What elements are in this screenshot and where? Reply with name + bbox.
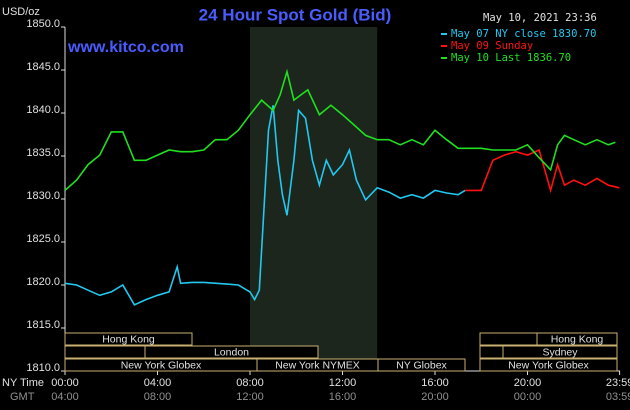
y-tick-label: 1825.0 — [26, 233, 60, 245]
x-tick-label: 08:00 — [236, 377, 264, 389]
x-tick-label: 16:00 — [421, 377, 449, 389]
session-label: New York NYMEX — [275, 359, 360, 371]
x2-tick-label: 20:00 — [421, 391, 449, 403]
series-line — [465, 148, 620, 194]
y-tick-label: 1830.0 — [26, 190, 60, 202]
watermark: www.kitco.com — [67, 39, 184, 56]
session-label: London — [214, 346, 249, 358]
x2-tick-label: 16:00 — [329, 391, 357, 403]
y-tick-label: 1850.0 — [26, 18, 60, 30]
series-line — [64, 68, 616, 191]
x2-tick-label: 00:00 — [514, 391, 542, 403]
session-label: Sydney — [542, 346, 578, 358]
y-tick-label: 1845.0 — [26, 61, 60, 73]
x2-tick-label: 04:00 — [51, 391, 79, 403]
session-label: New York Globex — [508, 359, 589, 371]
session-label: New York Globex — [121, 359, 202, 371]
y-tick-label: 1820.0 — [26, 276, 60, 288]
session-box — [536, 332, 618, 346]
x2-axis-label: GMT — [10, 391, 35, 403]
legend-label: May 07 NY close 1830.70 — [451, 28, 596, 40]
legend-label: May 10 Last 1836.70 — [451, 52, 571, 64]
x-tick-label: 12:00 — [329, 377, 357, 389]
chart-title: 24 Hour Spot Gold (Bid) — [199, 5, 392, 24]
session-box — [502, 345, 618, 359]
y-tick-label: 1840.0 — [26, 104, 60, 116]
session-box — [144, 345, 319, 359]
x2-tick-label: 08:00 — [144, 391, 172, 403]
x-tick-label: 04:00 — [144, 377, 172, 389]
y-unit: USD/oz — [2, 6, 40, 18]
y-tick-label: 1810.0 — [26, 362, 60, 374]
x2-tick-label: 12:00 — [236, 391, 264, 403]
session-label: Hong Kong — [551, 333, 604, 345]
x-tick-label: 23:59 — [606, 377, 630, 389]
session-box — [479, 332, 538, 346]
y-tick-label: 1835.0 — [26, 147, 60, 159]
x2-tick-label: 03:59 — [606, 391, 630, 403]
series-line — [64, 105, 466, 306]
session-label: Hong Kong — [102, 333, 155, 345]
x-tick-label: 20:00 — [514, 377, 542, 389]
session-box — [64, 345, 146, 359]
session-box — [479, 358, 618, 372]
highlight-band — [250, 27, 378, 371]
x-axis-label: NY Time — [2, 377, 44, 389]
timestamp: May 10, 2021 23:36 — [483, 12, 597, 24]
session-box — [377, 358, 466, 372]
session-label: NY Globex — [396, 359, 447, 371]
session-box — [64, 332, 193, 346]
legend-label: May 09 Sunday — [451, 40, 533, 52]
y-tick-label: 1815.0 — [26, 319, 60, 331]
x-tick-label: 00:00 — [51, 377, 79, 389]
session-box — [479, 345, 504, 359]
